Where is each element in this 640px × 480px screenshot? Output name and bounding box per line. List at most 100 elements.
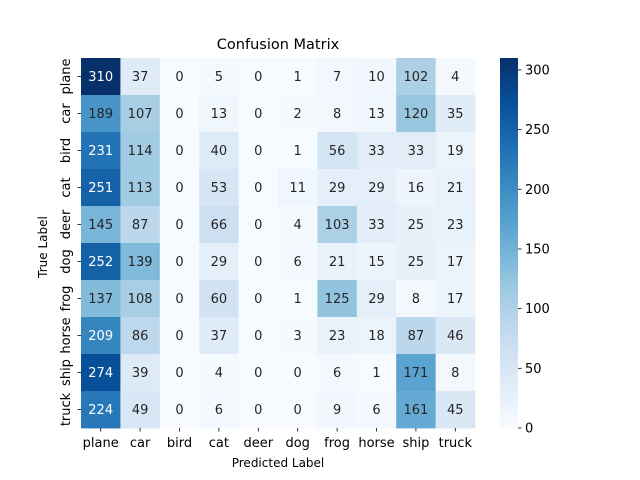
cell-value-label: 0: [254, 255, 262, 270]
cell-value-label: 60: [211, 292, 228, 307]
cell-value-label: 1: [294, 144, 302, 159]
y-tick-label: cat: [59, 177, 74, 197]
heatmap-cell: [81, 317, 121, 355]
colorbar: 0 50 100 150 200 250 300: [500, 58, 550, 437]
heatmap-cell: [356, 243, 397, 281]
heatmap-cell: [199, 132, 239, 170]
heatmap-cell: [396, 280, 436, 318]
chart-title: Confusion Matrix: [217, 37, 340, 53]
heatmap-cell: [435, 132, 476, 170]
cell-value-label: 35: [447, 107, 464, 122]
heatmap-cell: [199, 317, 239, 355]
y-tick-label: horse: [59, 317, 74, 353]
heatmap-cell: [159, 206, 200, 244]
cell-value-label: 17: [447, 255, 464, 270]
cell-value-label: 107: [128, 107, 153, 122]
cell-value-label: 0: [254, 107, 262, 122]
heatmap-cell: [278, 206, 318, 244]
heatmap-cell: [356, 169, 397, 207]
heatmap-cell: [396, 391, 436, 429]
cell-value-label: 13: [211, 107, 228, 122]
heatmap-cell: [435, 280, 476, 318]
y-axis-ticks: plane car bird cat deer dog frog horse ship truck: [59, 58, 81, 426]
cell-value-label: 0: [175, 255, 183, 270]
x-tick-label: horse: [358, 436, 394, 451]
cell-value-label: 0: [175, 329, 183, 344]
heatmap-cell: [356, 132, 397, 170]
x-axis-label: Predicted Label: [232, 456, 325, 470]
cell-value-label: 4: [451, 70, 459, 85]
cell-value-label: 23: [447, 218, 464, 233]
cell-value-label: 171: [403, 366, 428, 381]
heatmap-cell: [81, 391, 121, 429]
heatmap-cell: [396, 317, 436, 355]
cell-value-label: 0: [254, 403, 262, 418]
cell-value-label: 9: [333, 403, 341, 418]
heatmap-cell: [159, 317, 200, 355]
cell-value-label: 10: [368, 70, 385, 85]
x-tick-label: dog: [285, 436, 309, 451]
heatmap-cell: [199, 206, 239, 244]
heatmap-cell: [317, 206, 358, 244]
heatmap-cell: [278, 354, 318, 392]
cell-value-label: 1: [294, 292, 302, 307]
cell-value-label: 139: [128, 255, 153, 270]
heatmap-cell: [356, 317, 397, 355]
cell-value-label: 114: [128, 144, 153, 159]
heatmap-cell: [278, 391, 318, 429]
cell-value-label: 120: [403, 107, 428, 122]
heatmap-cell: [199, 391, 239, 429]
cell-value-label: 18: [368, 329, 385, 344]
cell-value-label: 5: [215, 70, 223, 85]
heatmap-cell: [199, 169, 239, 207]
cell-value-label: 6: [294, 255, 302, 270]
x-tick-label: cat: [209, 436, 229, 451]
x-tick-label: truck: [439, 436, 473, 451]
x-axis-ticks: plane car bird cat deer dog frog horse ship truck: [83, 428, 473, 451]
cell-value-label: 0: [175, 292, 183, 307]
cell-value-label: 6: [372, 403, 380, 418]
cell-value-label: 56: [329, 144, 346, 159]
heatmap-cell: [238, 95, 279, 133]
cell-value-label: 7: [333, 70, 341, 85]
cell-value-label: 29: [211, 255, 228, 270]
cell-value-label: 310: [88, 70, 113, 85]
cell-value-label: 108: [128, 292, 153, 307]
cell-value-label: 224: [88, 403, 113, 418]
heatmap-cell: [278, 95, 318, 133]
cell-value-label: 145: [88, 218, 113, 233]
cell-value-label: 1: [294, 70, 302, 85]
cell-value-label: 103: [325, 218, 350, 233]
cell-value-label: 17: [447, 292, 464, 307]
cell-value-label: 39: [132, 366, 149, 381]
cell-value-label: 11: [289, 181, 306, 196]
heatmap-cell: [396, 243, 436, 281]
heatmap-cell: [238, 206, 279, 244]
y-tick-label: bird: [59, 138, 74, 163]
heatmap-cell: [317, 354, 358, 392]
heatmap-cell: [435, 95, 476, 133]
cell-value-label: 0: [254, 292, 262, 307]
cell-value-label: 21: [329, 255, 346, 270]
colorbar-tick-label: 150: [525, 242, 550, 257]
heatmap-cell: [238, 280, 279, 318]
heatmap-cell: [81, 58, 121, 96]
heatmap-cell: [81, 169, 121, 207]
cell-value-label: 45: [447, 403, 464, 418]
heatmap-cell: [396, 95, 436, 133]
heatmap-cell: [278, 58, 318, 96]
cell-value-label: 4: [294, 218, 302, 233]
heatmap-cell: [159, 280, 200, 318]
cell-value-label: 231: [88, 144, 113, 159]
heatmap-cell: [317, 243, 358, 281]
cell-value-label: 0: [294, 366, 302, 381]
cell-value-label: 15: [368, 255, 385, 270]
cell-value-label: 0: [254, 144, 262, 159]
heatmap-cell: [435, 58, 476, 96]
heatmap-cell: [159, 169, 200, 207]
y-tick-label: dog: [59, 249, 74, 273]
heatmap-cell: [159, 243, 200, 281]
heatmap-cell: [120, 132, 161, 170]
cell-value-label: 25: [408, 255, 425, 270]
heatmap-cell: [435, 169, 476, 207]
